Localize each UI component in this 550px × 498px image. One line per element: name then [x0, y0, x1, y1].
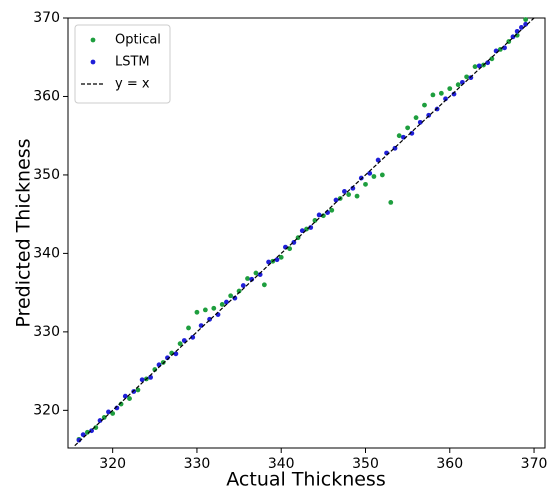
point: [211, 305, 217, 311]
y-tick-label: 360: [33, 88, 60, 104]
point: [519, 25, 524, 30]
point: [485, 60, 491, 66]
y-tick-label: 330: [33, 324, 60, 340]
point: [363, 181, 368, 187]
point: [299, 228, 305, 234]
y-axis-label: Predicted Thickness: [13, 138, 35, 327]
point: [278, 254, 284, 260]
point: [523, 21, 529, 27]
y-tick-label: 340: [33, 245, 60, 261]
point: [127, 396, 132, 401]
point: [219, 302, 225, 307]
legend-label: Optical: [115, 33, 161, 48]
point: [194, 309, 200, 315]
point: [371, 174, 377, 179]
point: [354, 193, 360, 199]
point: [489, 56, 495, 62]
point: [266, 259, 271, 265]
point: [80, 432, 86, 438]
point: [228, 293, 234, 299]
point: [464, 74, 470, 80]
point: [261, 282, 267, 288]
point: [417, 119, 423, 125]
point: [342, 189, 347, 194]
point: [106, 409, 111, 415]
point: [346, 192, 352, 197]
x-tick-label: 370: [521, 456, 548, 472]
point: [122, 393, 128, 399]
x-tick-label: 340: [268, 456, 295, 472]
point: [379, 172, 385, 178]
point: [329, 207, 335, 213]
point: [388, 199, 394, 205]
point: [472, 64, 478, 70]
point: [316, 212, 322, 218]
point: [476, 63, 482, 69]
legend-marker: [90, 59, 96, 65]
legend-box: [74, 24, 171, 104]
point: [312, 218, 318, 223]
legend-label: y = x: [115, 77, 150, 92]
point: [177, 341, 183, 347]
plot-frame: [67, 17, 546, 449]
legend-label: LSTM: [115, 55, 150, 70]
point: [287, 246, 293, 252]
point: [438, 90, 444, 96]
point: [375, 157, 381, 163]
point: [422, 102, 427, 108]
point: [455, 82, 461, 88]
point: [135, 387, 141, 393]
x-axis-label: Actual Thickness: [226, 469, 385, 491]
point: [224, 299, 229, 305]
x-tick-label: 360: [436, 456, 463, 472]
point: [333, 197, 339, 203]
point: [447, 86, 453, 92]
point: [202, 307, 208, 313]
point: [148, 374, 153, 380]
y-tick-label: 350: [33, 167, 60, 183]
x-tick-label: 330: [184, 456, 211, 472]
point: [274, 257, 280, 263]
x-tick-label: 350: [352, 456, 379, 472]
point: [245, 276, 250, 281]
y-tick-label: 370: [33, 10, 60, 26]
point: [190, 334, 196, 340]
point: [139, 377, 145, 383]
point: [253, 270, 259, 276]
point: [367, 170, 373, 176]
point: [181, 338, 187, 343]
point: [430, 92, 436, 98]
point: [97, 418, 103, 423]
point: [186, 325, 191, 331]
legend-marker: [90, 37, 96, 43]
point: [413, 115, 419, 121]
x-tick-label: 320: [99, 456, 126, 472]
point: [173, 351, 179, 357]
point: [523, 17, 529, 22]
point: [240, 283, 246, 288]
point: [110, 411, 116, 416]
point: [405, 125, 411, 131]
reference-line: [74, 17, 535, 447]
point: [396, 133, 402, 139]
y-tick-label: 320: [33, 402, 60, 418]
